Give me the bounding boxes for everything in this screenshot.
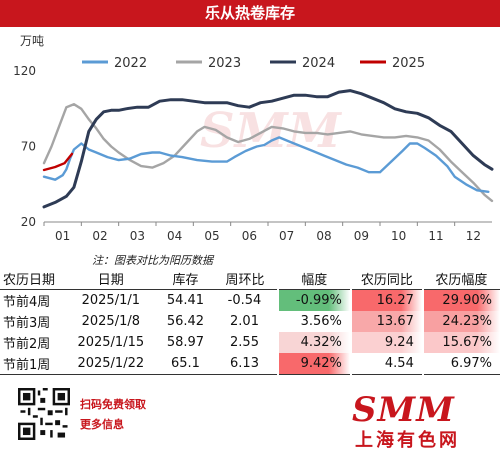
smm-logo-text: 上海有色网 <box>355 430 460 451</box>
table-cell: 2025/1/22 <box>63 353 159 375</box>
table-cell: 15.67% <box>421 332 500 353</box>
table-cell: 2.01 <box>230 314 259 329</box>
series-lines <box>42 89 494 209</box>
table-cell: 4.32% <box>276 332 351 353</box>
table-cell: 节前2周 <box>3 337 51 352</box>
chart-title: 乐从热卷库存 <box>0 0 500 27</box>
table-cell: 9.24 <box>349 332 423 353</box>
table-cell: 9.42% <box>276 353 351 375</box>
table-cell: -0.99% <box>276 289 351 311</box>
x-tick-label: 08 <box>316 229 331 243</box>
qr-code-icon[interactable] <box>18 388 70 440</box>
table-row: 节前4周 2025/1/1 54.41 -0.54 -0.99% 16.27 29.90% <box>0 289 500 311</box>
header-cell: 农历日期 <box>0 268 64 290</box>
footer-line-2: 更多信息 <box>80 418 124 431</box>
table-cell: 节前4周 <box>3 295 51 310</box>
y-tick-label: 20 <box>21 215 36 229</box>
y-tick-label: 120 <box>13 64 36 78</box>
table-cell: 24.23% <box>421 311 500 332</box>
legend: 2022 2023 2024 2025 <box>82 56 425 71</box>
table-cell: 54.41 <box>166 293 205 308</box>
table-cell: 2025/1/8 <box>81 314 140 329</box>
x-axis: 01 02 03 04 05 06 07 08 09 10 11 12 <box>43 221 492 243</box>
table-cell: 2025/1/1 <box>81 293 140 308</box>
table-cell: 节前1周 <box>0 353 64 375</box>
footer-line-1: 扫码免费领取 <box>80 398 146 411</box>
header-cell: 周环比 <box>212 268 278 290</box>
table-cell: 16.27 <box>349 289 423 311</box>
header-cell: 幅度 <box>277 268 351 290</box>
table-cell: 2025/1/15 <box>77 335 145 350</box>
footer: 扫码免费领取 更多信息 SMM 上海有色网 <box>0 382 500 453</box>
table-cell: -0.54 <box>227 293 262 308</box>
y-axis-label: 万吨 <box>20 34 44 48</box>
smm-logo: SMM <box>352 390 455 430</box>
table-row: 节前2周 2025/1/15 58.97 2.55 4.32% 9.24 15.67% <box>0 332 500 353</box>
table-row: 节前1周 2025/1/22 65.1 6.13 9.42% 4.54 6.97% <box>0 353 500 375</box>
smm-watermark: SMM <box>200 103 343 159</box>
legend-label: 2024 <box>302 56 335 71</box>
svg-text:SMM: SMM <box>200 103 343 159</box>
table-cell: 2.55 <box>230 335 259 350</box>
series-line-2022 <box>42 136 490 194</box>
table-cell: 65.1 <box>158 353 213 375</box>
y-axis-ticks: 20 70 120 <box>13 64 36 229</box>
y-tick-label: 70 <box>21 140 36 154</box>
x-tick-label: 04 <box>167 229 182 243</box>
table-cell: 节前3周 <box>3 316 51 331</box>
table-header-row: 农历日期 日期 库存 周环比 幅度 农历同比 农历幅度 <box>0 268 500 290</box>
x-tick-label: 11 <box>428 229 443 243</box>
header-cell: 农历同比 <box>350 268 423 290</box>
table-cell: 6.97% <box>421 353 500 375</box>
x-tick-label: 05 <box>204 229 219 243</box>
inventory-table: 农历日期 日期 库存 周环比 幅度 农历同比 农历幅度 节前4周 2025/1/1… <box>0 268 500 375</box>
x-tick-label: 06 <box>242 229 257 243</box>
table-cell: 56.42 <box>166 314 205 329</box>
table-cell: 58.97 <box>166 335 205 350</box>
x-tick-label: 12 <box>466 229 481 243</box>
table-cell: 3.56% <box>276 311 351 332</box>
header-cell: 库存 <box>158 268 213 290</box>
header-cell: 农历幅度 <box>422 268 500 290</box>
x-tick-label: 03 <box>130 229 145 243</box>
x-tick-label: 02 <box>92 229 107 243</box>
series-line-2023 <box>42 102 494 203</box>
series-line-2024 <box>42 89 494 209</box>
x-tick-label: 07 <box>279 229 294 243</box>
table-cell: 29.90% <box>421 289 500 311</box>
legend-label: 2025 <box>392 56 425 71</box>
chart-note: 注：图表对比为阳历数据 <box>92 254 213 267</box>
table-cell: 4.54 <box>349 353 423 375</box>
legend-label: 2022 <box>114 56 147 71</box>
series-line-2025 <box>42 152 74 172</box>
header-cell: 日期 <box>63 268 159 290</box>
table-row: 节前3周 2025/1/8 56.42 2.01 3.56% 13.67 24.23% <box>0 311 500 332</box>
table-cell: 13.67 <box>349 311 423 332</box>
x-tick-label: 01 <box>55 229 70 243</box>
x-tick-label: 10 <box>391 229 406 243</box>
x-tick-label: 09 <box>354 229 369 243</box>
legend-label: 2023 <box>208 56 241 71</box>
table-cell: 6.13 <box>212 353 278 375</box>
